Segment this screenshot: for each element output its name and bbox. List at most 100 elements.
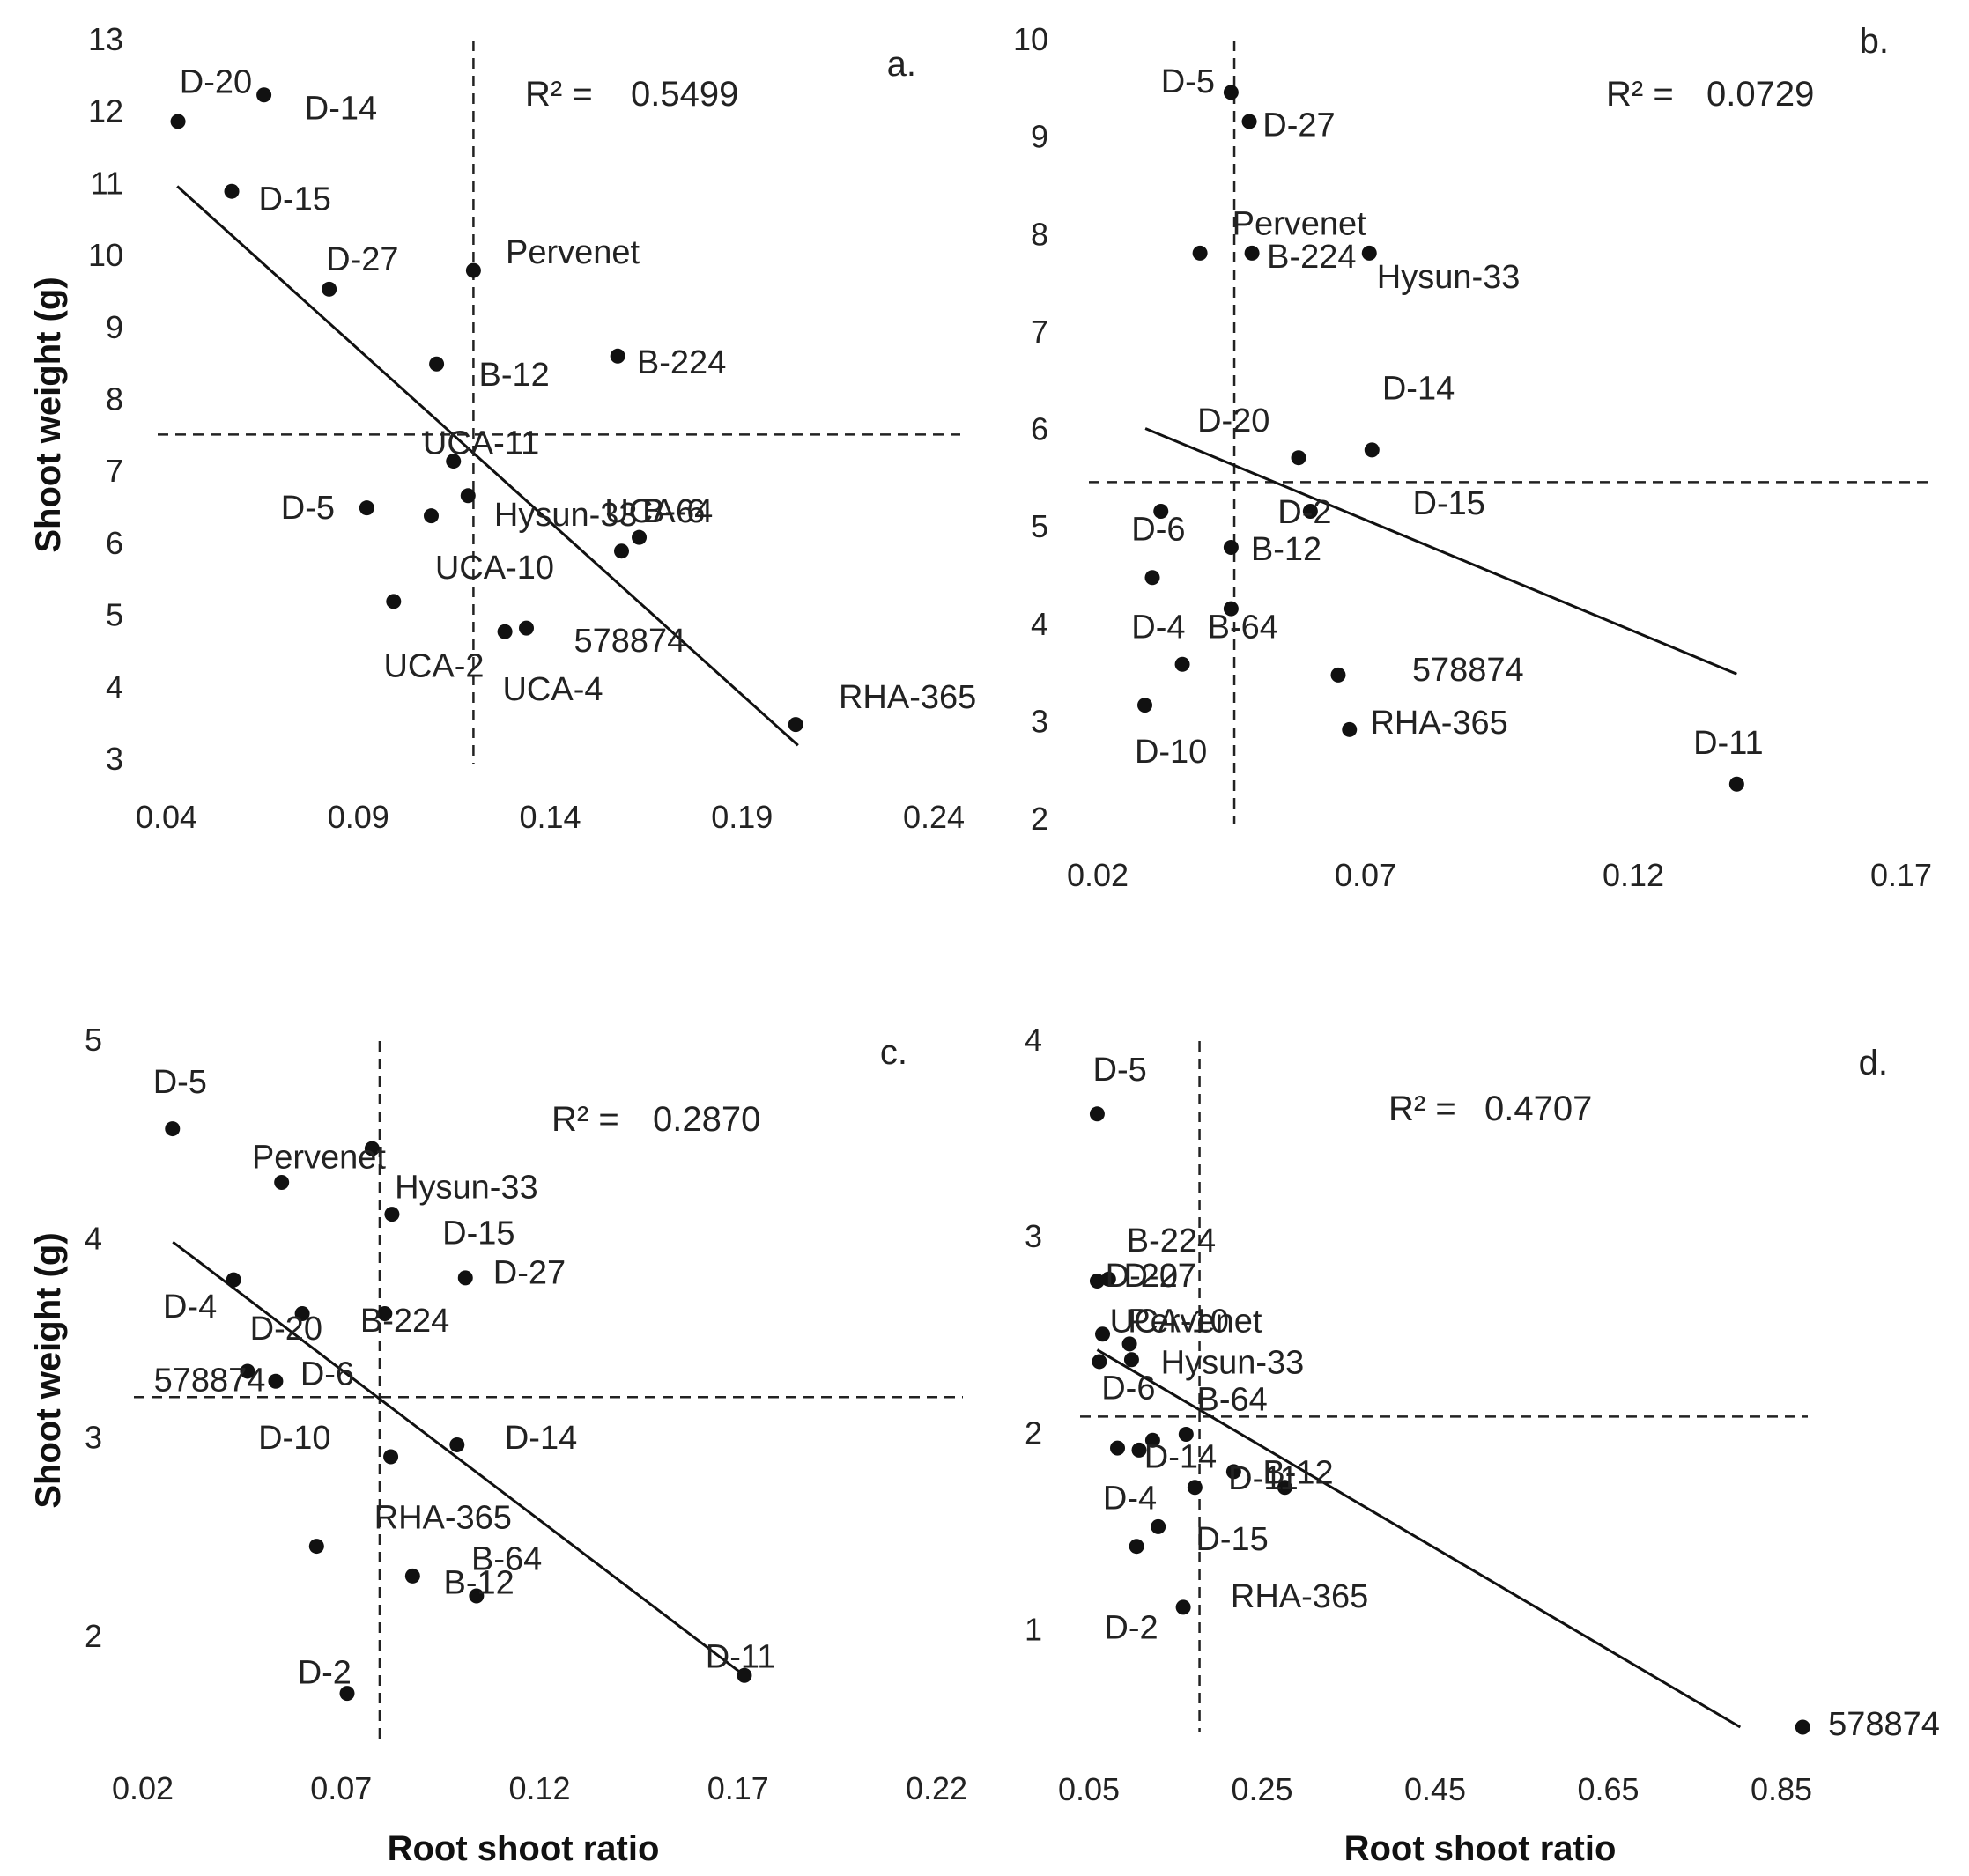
data-point [614,543,630,559]
y-axis-title-bottom: Shoot weight (g) [29,1232,68,1508]
point-label: Hysun-33 [1161,1344,1305,1381]
data-point [632,529,648,545]
y-axis-title-top: Shoot weight (g) [29,277,68,552]
data-point [386,594,402,609]
data-point [1123,1352,1139,1368]
chart-panel-b: 0.02 0.07 0.12 0.17 2 3 4 5 6 7 8 9 10 D-5 D-27 Pervene… [1013,21,1932,893]
data-point [1144,570,1160,586]
point-label: D-4 [163,1289,217,1326]
r2-value: 0.5499 [631,75,738,114]
x-tick-label: 0.05 [1058,1771,1120,1807]
point-label: D-27 [493,1255,566,1292]
x-tick-label: 0.07 [1335,857,1396,893]
data-point [339,1686,355,1702]
point-label: D-14 [1382,370,1455,407]
chart-panel-c: 0.02 0.07 0.12 0.17 0.22 2 3 4 5 D-5 PervenetHysun… [85,1022,967,1806]
point-label: D-5 [1161,63,1215,100]
y-tick-label: 9 [1031,119,1048,155]
panel-label: d. [1859,1044,1888,1082]
x-tick-label: 0.02 [112,1770,174,1806]
point-label: RHA-365 [839,679,976,716]
y-tick-label: 5 [85,1022,102,1058]
point-label: B-12 [478,357,549,394]
trendline [172,1241,745,1677]
data-point [737,1667,752,1683]
point-label: D-11 [706,1638,776,1675]
y-tick-label: 3 [85,1419,102,1455]
data-point [274,1175,290,1191]
point-label: D-14 [305,91,377,128]
data-point [384,1207,400,1222]
point-label: D-14 [1144,1438,1217,1475]
y-tick-label: 8 [106,381,123,417]
y-tick-label: 13 [88,21,123,57]
data-point [383,1449,399,1465]
point-label: D-20 [180,63,252,100]
point-label: RHA-365 [1370,705,1507,742]
point-label: D-4 [1103,1480,1157,1517]
data-point [294,1305,310,1321]
data-point [359,500,374,516]
r2-value: 0.4707 [1484,1089,1592,1128]
y-tick-label: 10 [88,237,123,273]
y-tick-label: 6 [1031,411,1048,447]
data-point [170,114,186,129]
data-point [423,508,439,524]
point-label: D-5 [153,1064,207,1101]
y-tick-label: 6 [106,525,123,561]
data-point [1241,114,1257,129]
point-label: Pervenet [1232,205,1367,242]
data-point [1095,1326,1111,1342]
data-point [165,1121,181,1137]
y-tick-label: 4 [1031,606,1048,642]
y-tick-label: 4 [106,668,123,705]
point-label: D-11 [1693,725,1764,762]
data-point [1121,1336,1137,1352]
chart-panel-d: 0.05 0.25 0.45 0.65 0.85 1 2 3 4 D-5 B-224D-20D-27… [1025,1022,1940,1807]
panel-label: a. [887,45,916,84]
point-label: UCA-6 [604,493,705,530]
point-label: UCA-10 [435,550,554,587]
data-point [240,1363,255,1379]
y-tick-label: 3 [1025,1218,1042,1254]
point-label: B-12 [1251,531,1321,568]
point-label: 578874 [154,1363,266,1400]
point-label: D-15 [1195,1521,1268,1558]
data-point [1342,721,1358,737]
point-label: D-2 [298,1654,352,1691]
data-point [1364,442,1380,458]
y-tick-label: 11 [91,165,123,201]
x-tick-label: 0.45 [1404,1771,1466,1807]
panel-label: b. [1860,22,1889,61]
data-point [1178,1427,1194,1443]
data-point [460,488,476,504]
point-label: D-15 [259,181,331,218]
data-point [1089,1106,1105,1122]
y-tick-label: 7 [106,453,123,489]
data-point [322,281,337,297]
point-label: D-10 [258,1420,330,1457]
data-point [308,1539,324,1555]
point-label: B-224 [360,1303,449,1340]
point-label: B-12 [1262,1454,1333,1491]
data-point [465,262,481,278]
data-point [1277,1480,1292,1496]
y-tick-label: 3 [106,741,123,777]
data-point [1291,450,1306,466]
x-tick-label: 0.17 [1870,857,1932,893]
data-point [457,1270,473,1286]
point-label: 578874 [574,623,686,660]
x-tick-label: 0.02 [1067,857,1129,893]
point-label: Pervenet [1128,1303,1262,1340]
trendline [176,185,799,747]
y-tick-label: 2 [1025,1414,1042,1451]
data-point [788,717,803,733]
point-label: D-11 [1228,1460,1299,1497]
data-point [469,1588,485,1604]
point-label: D-10 [1135,734,1207,771]
data-point [226,1272,241,1288]
x-tick-label: 0.09 [328,799,389,835]
point-label: Hysun-33 [1377,259,1521,296]
data-point [1092,1354,1107,1370]
